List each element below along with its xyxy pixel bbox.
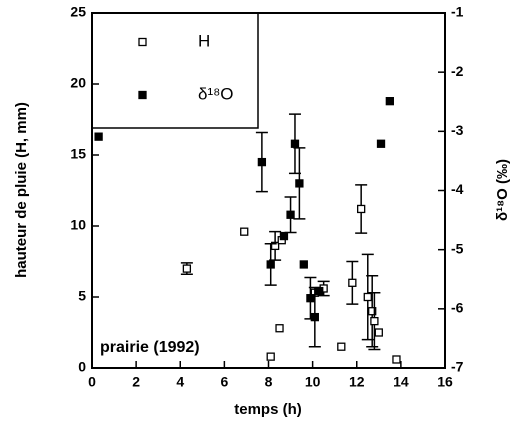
point — [392, 355, 401, 364]
point — [348, 278, 357, 287]
point — [368, 307, 377, 316]
x-tick-label: 8 — [265, 374, 273, 390]
point — [270, 241, 280, 251]
x-tick-label: 14 — [393, 374, 409, 390]
x-tick-label: 6 — [220, 374, 228, 390]
point — [275, 324, 284, 333]
point — [374, 328, 383, 337]
y2-tick-label: -5 — [451, 240, 464, 256]
x-tick-label: 16 — [437, 374, 453, 390]
y-tick-label: 5 — [78, 288, 86, 304]
y2-tick-label: -3 — [451, 122, 464, 138]
point — [286, 210, 295, 219]
point — [315, 286, 324, 296]
point — [182, 264, 192, 273]
point — [240, 227, 249, 236]
y-tick-label: 15 — [70, 146, 86, 162]
x-tick-label: 12 — [349, 374, 365, 390]
y2-tick-label: -4 — [451, 181, 464, 197]
point — [257, 157, 267, 167]
x-tick-label: 0 — [88, 374, 96, 390]
y-tick-label: 25 — [70, 4, 86, 20]
y2-tick-label: -7 — [451, 359, 464, 375]
point — [290, 139, 300, 148]
legend-label: δ¹⁸O — [198, 84, 234, 103]
y-tick-label: 10 — [70, 217, 86, 233]
y2-axis-title: δ¹⁸O (‰) — [494, 159, 511, 221]
annotation: prairie (1992) — [100, 339, 200, 356]
point — [310, 312, 319, 322]
plot-frame — [91, 12, 446, 369]
point — [94, 132, 103, 141]
x-axis-title: temps (h) — [234, 401, 302, 418]
point — [376, 139, 386, 148]
y2-tick-label: -2 — [451, 63, 464, 79]
point — [299, 260, 308, 269]
x-tick-label: 2 — [132, 374, 140, 390]
legend-marker — [138, 90, 147, 100]
y-tick-label: 20 — [70, 75, 86, 91]
legend-box — [92, 13, 259, 129]
y2-tick-label: -6 — [451, 300, 464, 316]
point — [306, 294, 315, 303]
y-tick-label: 0 — [78, 359, 86, 375]
point — [370, 316, 379, 326]
point — [279, 231, 289, 241]
point — [385, 97, 394, 106]
point — [363, 292, 372, 302]
x-tick-label: 4 — [176, 374, 184, 390]
point — [357, 204, 366, 214]
point — [295, 179, 304, 188]
point — [266, 260, 275, 269]
point — [266, 352, 275, 361]
x-tick-label: 10 — [305, 374, 321, 390]
y2-tick-label: -1 — [451, 4, 464, 20]
y-axis-title: hauteur de pluie (H, mm) — [13, 102, 30, 278]
legend-marker — [138, 37, 147, 47]
legend-label: H — [198, 31, 210, 50]
point — [337, 342, 346, 351]
